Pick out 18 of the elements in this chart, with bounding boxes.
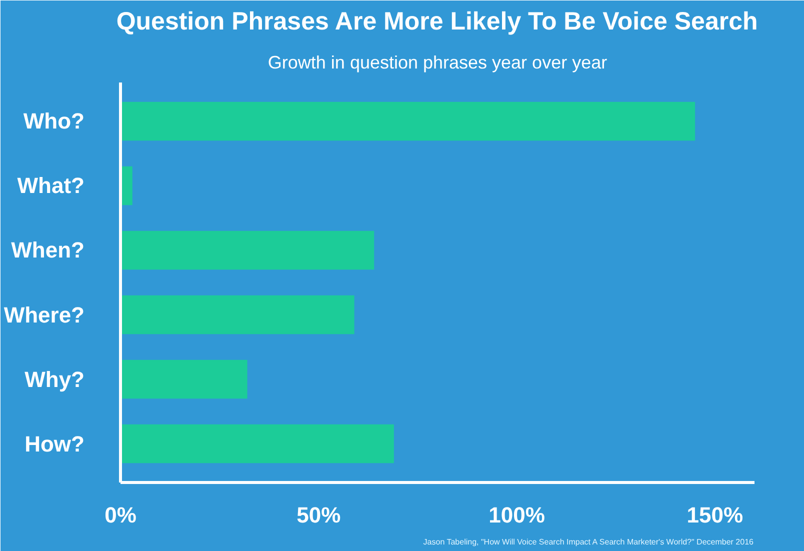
- y-tick-label: What?: [17, 173, 84, 198]
- y-tick-label: How?: [24, 431, 85, 456]
- bar: [120, 295, 354, 334]
- x-tick-label: 50%: [296, 502, 341, 528]
- y-tick-label: Who?: [23, 108, 85, 134]
- bar: [120, 102, 696, 141]
- bar: [120, 360, 248, 399]
- x-tick-label: 0%: [104, 502, 136, 528]
- bar: [120, 424, 394, 464]
- chart-title: Question Phrases Are More Likely To Be Voice Search: [116, 8, 758, 36]
- x-tick-label: 150%: [686, 502, 744, 528]
- chart-subtitle: Growth in question phrases year over year: [268, 52, 608, 72]
- y-tick-label: Where?: [4, 302, 85, 328]
- x-tick-label: 100%: [488, 502, 545, 528]
- y-tick-label: Why?: [24, 366, 85, 392]
- y-tick-label: When?: [11, 238, 85, 263]
- text: Jason Tabeling, "How Will Voice Search Impact A Search Marketer's World?" December 2016: [423, 538, 754, 546]
- bar: [120, 230, 374, 270]
